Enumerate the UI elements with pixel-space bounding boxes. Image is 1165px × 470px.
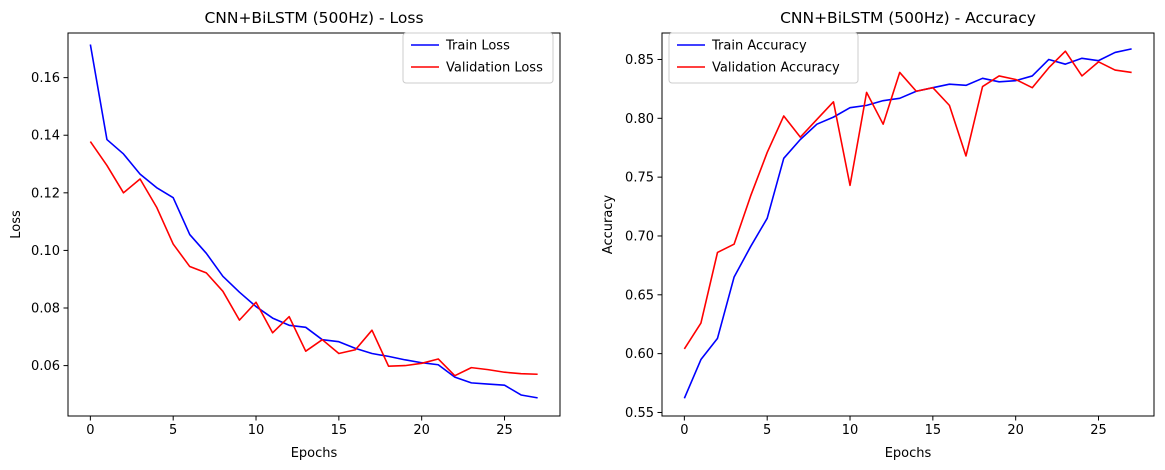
accuracy-chart-ylabel: Accuracy bbox=[601, 195, 616, 255]
accuracy-chart-ytick-label: 0.60 bbox=[625, 347, 654, 362]
loss-chart-ytick-label: 0.14 bbox=[31, 129, 60, 144]
accuracy-chart-xlabel: Epochs bbox=[885, 446, 932, 461]
accuracy-chart-frame bbox=[661, 32, 1155, 417]
loss-chart-xtick-label: 5 bbox=[169, 423, 177, 438]
loss-chart-title: CNN+BiLSTM (500Hz) - Loss bbox=[204, 9, 423, 27]
loss-chart-legend-label: Train Loss bbox=[445, 39, 510, 54]
accuracy-chart-ytick-label: 0.85 bbox=[625, 53, 654, 68]
accuracy-chart-xtick-label: 20 bbox=[1007, 423, 1024, 438]
accuracy-chart-xtick-label: 15 bbox=[925, 423, 942, 438]
loss-chart-xtick-label: 25 bbox=[496, 423, 513, 438]
accuracy-chart-series-validation-line bbox=[683, 50, 1132, 350]
loss-chart-xtick-label: 0 bbox=[86, 423, 94, 438]
loss-chart-series-validation-line bbox=[89, 141, 538, 377]
accuracy-chart-xtick-label: 10 bbox=[842, 423, 859, 438]
accuracy-chart-ytick-label: 0.80 bbox=[625, 112, 654, 127]
loss-chart-xlabel: Epochs bbox=[291, 446, 338, 461]
accuracy-chart-series-train-line bbox=[683, 48, 1132, 399]
loss-chart-ylabel: Loss bbox=[9, 210, 24, 239]
accuracy-chart-legend-label: Validation Accuracy bbox=[712, 61, 840, 76]
loss-chart-legend-label: Validation Loss bbox=[446, 61, 543, 76]
loss-chart-ytick-label: 0.16 bbox=[31, 71, 60, 86]
accuracy-chart-ytick-label: 0.75 bbox=[625, 171, 654, 186]
accuracy-chart-legend-box bbox=[668, 32, 859, 84]
loss-chart-legend-box bbox=[402, 32, 554, 84]
accuracy-chart-ytick-label: 0.65 bbox=[625, 288, 654, 303]
loss-chart-marks bbox=[89, 44, 538, 399]
accuracy-chart-ytick-label: 0.70 bbox=[625, 229, 654, 244]
loss-chart-legend: Train Loss Validation Loss bbox=[402, 32, 554, 84]
loss-chart-series-train-line bbox=[89, 44, 538, 399]
accuracy-chart-title: CNN+BiLSTM (500Hz) - Accuracy bbox=[780, 9, 1036, 27]
loss-chart-xtick-label: 20 bbox=[413, 423, 430, 438]
accuracy-chart-xtick-label: 25 bbox=[1090, 423, 1107, 438]
accuracy-chart-ticks: 0 5 10 15 20 25 0.55 0.60 0.65 0.70 0.75 0.80 0.85 bbox=[625, 53, 1107, 438]
accuracy-chart-marks bbox=[683, 48, 1132, 399]
accuracy-chart-legend: Train Accuracy Validation Accuracy bbox=[668, 32, 859, 84]
accuracy-chart-ytick-label: 0.55 bbox=[625, 406, 654, 421]
loss-chart-ytick-label: 0.06 bbox=[31, 359, 60, 374]
loss-chart-xtick-label: 15 bbox=[331, 423, 348, 438]
accuracy-chart-legend-label: Train Accuracy bbox=[711, 39, 807, 54]
loss-chart-ytick-label: 0.12 bbox=[31, 186, 60, 201]
loss-chart-xtick-label: 10 bbox=[248, 423, 265, 438]
loss-chart-ytick-label: 0.08 bbox=[31, 302, 60, 317]
accuracy-chart-xtick-label: 0 bbox=[680, 423, 688, 438]
accuracy-chart-xtick-label: 5 bbox=[763, 423, 771, 438]
loss-chart-ytick-label: 0.10 bbox=[31, 244, 60, 259]
loss-chart: CNN+BiLSTM (500Hz) - Loss 0 5 10 15 20 25 0.06… bbox=[9, 9, 561, 461]
loss-chart-ticks: 0 5 10 15 20 25 0.06 0.08 0.10 0.12 0.14 0.16 bbox=[31, 71, 513, 438]
loss-chart-frame bbox=[67, 32, 561, 417]
accuracy-chart: CNN+BiLSTM (500Hz) - Accuracy 0 5 10 15 20 25… bbox=[601, 9, 1155, 461]
